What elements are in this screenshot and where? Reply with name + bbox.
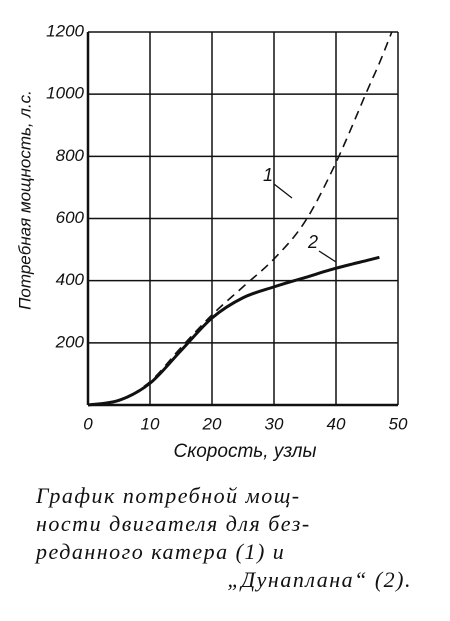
y-tick-label: 600 [56,208,85,227]
caption-line: реданного катера (1) и [34,539,285,564]
series-label: 2 [307,232,318,252]
caption-line: График потребной мощ- [35,483,301,508]
caption-line: ности двигателя для без- [36,511,311,536]
y-tick-label: 1000 [46,84,84,103]
x-tick-label: 20 [202,414,222,433]
caption-line: „Дунаплана“ (2). [227,567,412,592]
y-axis-label: Потребная мощность, л.с. [15,90,34,310]
label-leader [273,183,293,199]
x-tick-label: 40 [327,414,346,433]
series-line [87,255,380,407]
x-tick-label: 30 [265,414,284,433]
x-tick-label: 50 [389,414,408,433]
y-tick-label: 200 [55,332,85,351]
x-axis-label: Скорость, узлы [174,441,317,462]
x-tick-label: 0 [83,414,93,433]
y-tick-label: 800 [56,146,85,165]
y-tick-label: 1200 [46,21,84,40]
series-label: 1 [263,165,273,185]
x-tick-label: 10 [141,414,160,433]
y-tick-label: 400 [56,270,85,289]
label-leader [318,250,337,263]
